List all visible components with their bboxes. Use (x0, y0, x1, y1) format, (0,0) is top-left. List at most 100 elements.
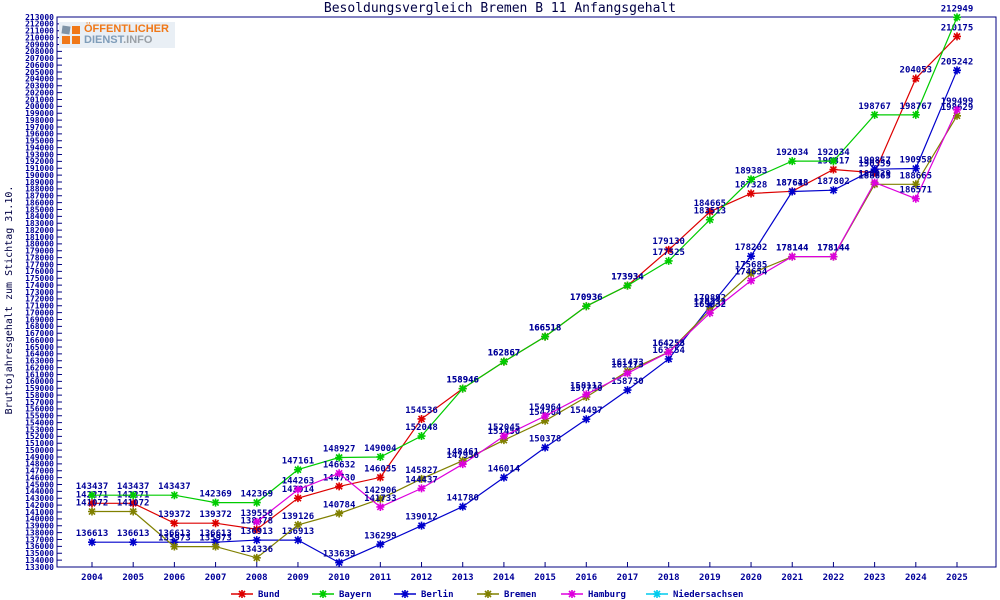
value-label: 136913 (282, 527, 315, 537)
value-label: 198767 (858, 102, 891, 112)
y-tick-label: 180000 (25, 240, 54, 249)
logo-squares-icon (61, 25, 80, 44)
value-label: 187802 (817, 177, 850, 187)
y-tick-label: 144000 (25, 487, 54, 496)
data-point-center (254, 527, 259, 532)
value-label: 154964 (529, 403, 562, 413)
data-point-center (213, 500, 218, 505)
value-label: 154497 (570, 406, 603, 416)
value-label: 174654 (735, 268, 768, 278)
y-axis-title: Bruttojahresgehalt zum Stichtag 31.10. (4, 186, 15, 415)
data-point-center (954, 34, 960, 39)
y-tick-label: 151000 (25, 439, 54, 448)
series-line-berlin (92, 70, 958, 564)
data-point-center (954, 15, 960, 20)
value-label: 175685 (735, 261, 768, 271)
data-point-center (89, 493, 95, 498)
data-point-center (485, 591, 491, 597)
data-point-center (295, 487, 301, 492)
value-label: 144437 (405, 475, 438, 485)
x-tick-label: 2025 (946, 573, 968, 583)
y-tick-label: 154000 (25, 418, 54, 427)
value-label: 162867 (488, 349, 521, 359)
data-point-center (419, 523, 424, 528)
value-label: 139126 (282, 512, 315, 522)
x-tick-label: 2014 (493, 573, 515, 583)
data-point-center (542, 413, 548, 419)
value-label: 173934 (611, 273, 644, 283)
value-label: 140784 (323, 500, 356, 510)
x-tick-label: 2020 (740, 573, 762, 583)
series-line-hamburg (256, 109, 958, 523)
data-point-center (872, 112, 877, 118)
x-tick-label: 2022 (823, 573, 845, 583)
data-point-center (254, 555, 259, 561)
value-label: 136613 (117, 529, 150, 539)
value-label: 190958 (900, 156, 933, 166)
data-point-center (130, 493, 136, 498)
y-tick-label: 186000 (25, 198, 54, 207)
y-tick-label: 153000 (25, 425, 54, 434)
data-point-center (172, 544, 177, 549)
data-point-center (419, 433, 424, 439)
data-point-center (89, 509, 95, 514)
value-label: 147161 (282, 457, 315, 467)
data-point-center (748, 191, 754, 196)
data-point-center (336, 471, 342, 476)
value-label: 149004 (364, 444, 397, 454)
legend-label-bund: Bund (258, 590, 280, 600)
y-tick-label: 141000 (25, 508, 54, 517)
value-label: 183513 (694, 207, 727, 217)
value-label: 136613 (76, 529, 109, 539)
y-tick-label: 178000 (25, 253, 54, 262)
data-point-center (707, 209, 713, 215)
legend-label-bayern: Bayern (339, 590, 372, 600)
data-point-center (748, 254, 754, 259)
value-label: 141780 (446, 494, 479, 504)
data-point-center (213, 544, 218, 549)
oeffentlicher-dienst-logo[interactable]: ÖFFENTLICHER DIENST.INFO (59, 22, 175, 48)
value-label: 139372 (158, 510, 191, 520)
value-label: 144730 (323, 473, 356, 483)
y-tick-label: 164000 (25, 350, 54, 359)
y-tick-label: 146000 (25, 473, 54, 482)
plot-border (56, 16, 997, 568)
data-point-center (89, 539, 95, 545)
value-label: 187618 (776, 179, 809, 189)
y-tick-label: 150000 (25, 446, 54, 455)
value-label: 148927 (323, 445, 356, 455)
y-tick-label: 213000 (25, 13, 54, 22)
y-tick-label: 187000 (25, 192, 54, 201)
data-point-center (748, 271, 754, 276)
data-point-center (707, 310, 713, 316)
y-tick-label: 137000 (25, 535, 54, 544)
data-point-center (542, 334, 548, 339)
value-label: 189383 (735, 166, 768, 176)
data-point-center (378, 475, 383, 480)
data-point-center (172, 493, 177, 498)
value-label: 157730 (570, 384, 603, 394)
value-label: 142906 (364, 486, 397, 496)
y-tick-label: 194000 (25, 143, 54, 152)
value-label: 139558 (241, 509, 274, 519)
legend-label-berlin: Berlin (421, 589, 454, 600)
value-label: 198767 (900, 102, 933, 112)
data-point-center (89, 501, 95, 506)
data-point-center (419, 476, 424, 482)
y-tick-label: 139000 (25, 522, 54, 531)
y-tick-label: 134000 (25, 556, 54, 565)
x-tick-label: 2017 (617, 573, 639, 583)
x-tick-label: 2013 (452, 573, 474, 583)
data-point-center (336, 455, 342, 460)
y-tick-label: 182000 (25, 226, 54, 235)
x-tick-label: 2009 (287, 573, 309, 583)
y-tick-label: 196000 (25, 130, 54, 139)
value-label: 158113 (570, 381, 603, 391)
y-tick-label: 148000 (25, 460, 54, 469)
data-point-center (831, 158, 836, 164)
data-point-center (254, 500, 259, 505)
series-line-bund (92, 35, 958, 530)
y-tick-label: 172000 (25, 295, 54, 304)
data-point-center (254, 537, 259, 543)
y-tick-label: 162000 (25, 363, 54, 372)
